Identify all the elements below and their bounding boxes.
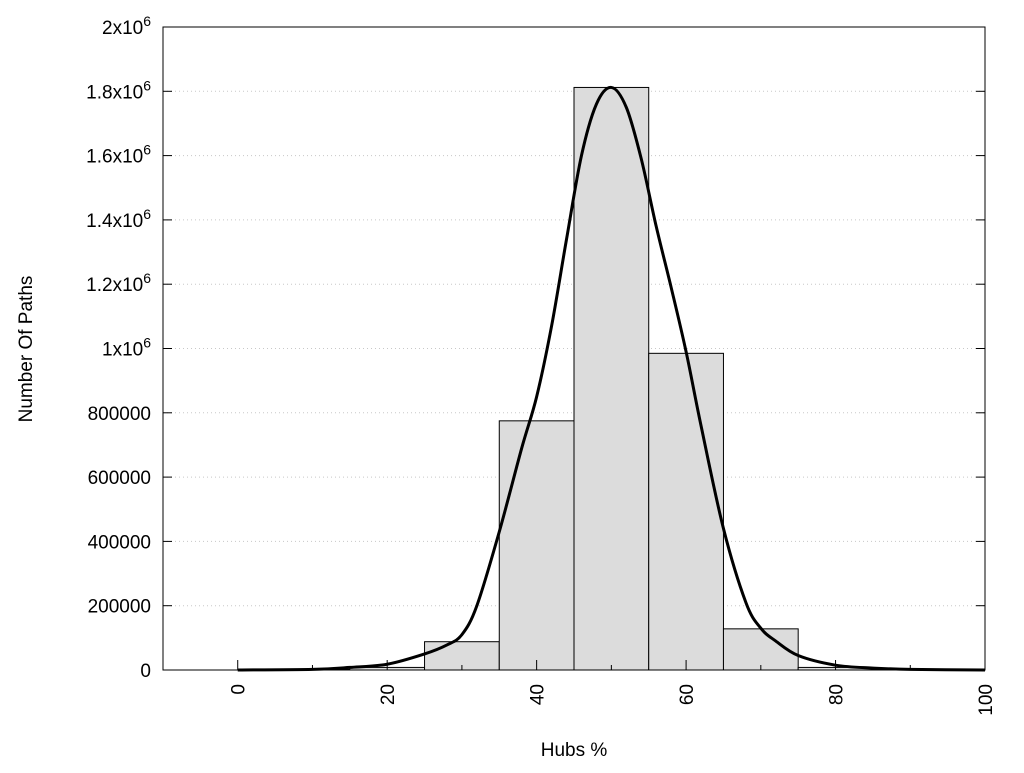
x-tick-label: 0 bbox=[229, 684, 250, 695]
x-tick-label: 20 bbox=[378, 684, 399, 705]
y-tick-label: 200000 bbox=[88, 597, 151, 618]
y-tick-label: 800000 bbox=[88, 404, 151, 425]
x-tick-label: 60 bbox=[677, 684, 698, 705]
y-tick-label: 1.6x106 bbox=[86, 142, 151, 168]
y-tick-label: 600000 bbox=[88, 468, 151, 489]
histogram-bars bbox=[275, 87, 948, 670]
histogram-bar bbox=[649, 353, 724, 670]
histogram-bar bbox=[574, 87, 649, 670]
y-tick-label: 400000 bbox=[88, 532, 151, 553]
x-tick-label: 80 bbox=[827, 684, 848, 705]
x-tick-label: 40 bbox=[528, 684, 549, 705]
y-tick-label: 1.8x106 bbox=[86, 77, 151, 103]
y-axis-title: Number Of Paths bbox=[16, 276, 37, 423]
histogram-bar bbox=[499, 421, 574, 670]
x-axis-title: Hubs % bbox=[541, 740, 608, 761]
y-tick-label: 0 bbox=[140, 661, 151, 682]
y-tick-label: 1.2x106 bbox=[86, 270, 151, 296]
y-tick-label: 1x106 bbox=[102, 335, 151, 361]
x-tick-label: 100 bbox=[976, 684, 997, 716]
y-tick-label: 1.4x106 bbox=[86, 206, 151, 232]
y-tick-label: 2x106 bbox=[102, 13, 151, 39]
